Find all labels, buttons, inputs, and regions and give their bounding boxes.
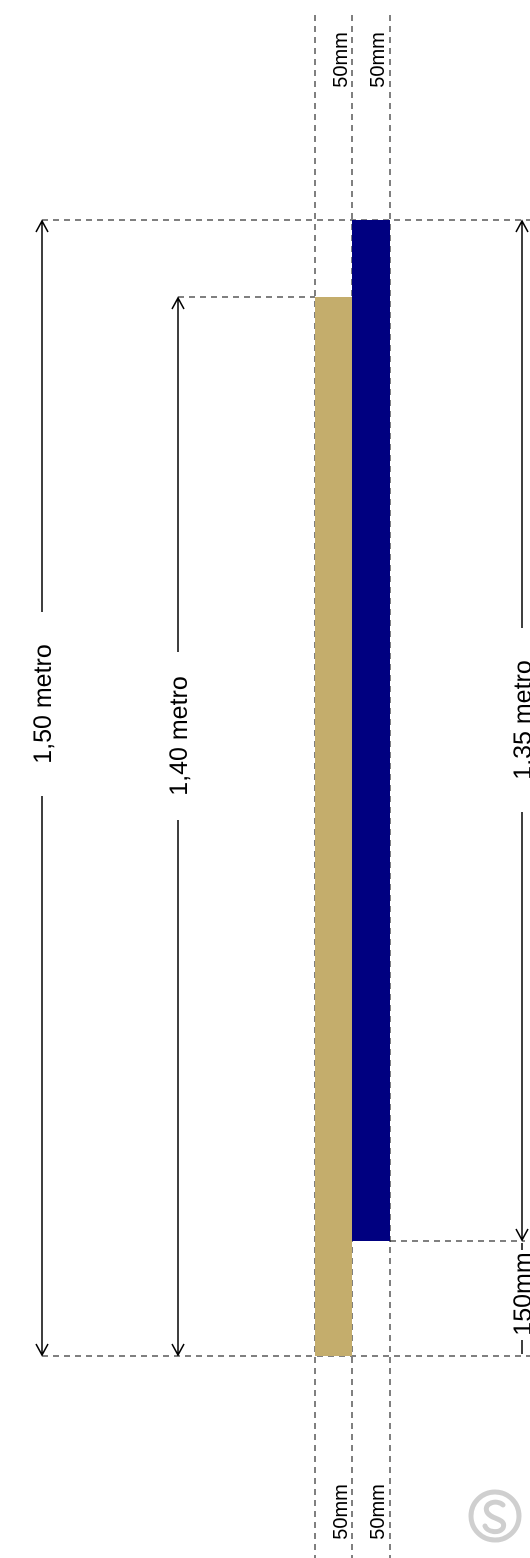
tan-strip xyxy=(315,297,352,1356)
arrow-down-icon xyxy=(515,1228,529,1242)
label-gap-bottom: 150mm xyxy=(509,1252,530,1335)
arrow-down-icon xyxy=(35,1343,49,1357)
label-length-outer: 1,50 metro xyxy=(29,644,57,764)
arrow-down-icon xyxy=(171,1343,185,1357)
label-width-blue-top: 50mm xyxy=(367,32,389,88)
label-width-blue-bottom: 50mm xyxy=(367,1484,389,1540)
dimension-arrow-inner xyxy=(171,296,185,1357)
arrow-up-icon xyxy=(515,219,529,233)
dimension-arrow-right xyxy=(515,219,529,1242)
label-length-inner: 1,40 metro xyxy=(165,676,193,796)
blue-strip xyxy=(352,220,390,1241)
brand-logo-icon xyxy=(468,1489,522,1543)
label-width-tan-bottom: 50mm xyxy=(330,1484,352,1540)
label-length-right: 1,35 metro xyxy=(509,660,530,780)
dimension-arrow-outer xyxy=(35,219,49,1357)
arrow-up-icon xyxy=(171,296,185,310)
label-width-tan-top: 50mm xyxy=(330,32,352,88)
arrow-up-icon xyxy=(35,219,49,233)
